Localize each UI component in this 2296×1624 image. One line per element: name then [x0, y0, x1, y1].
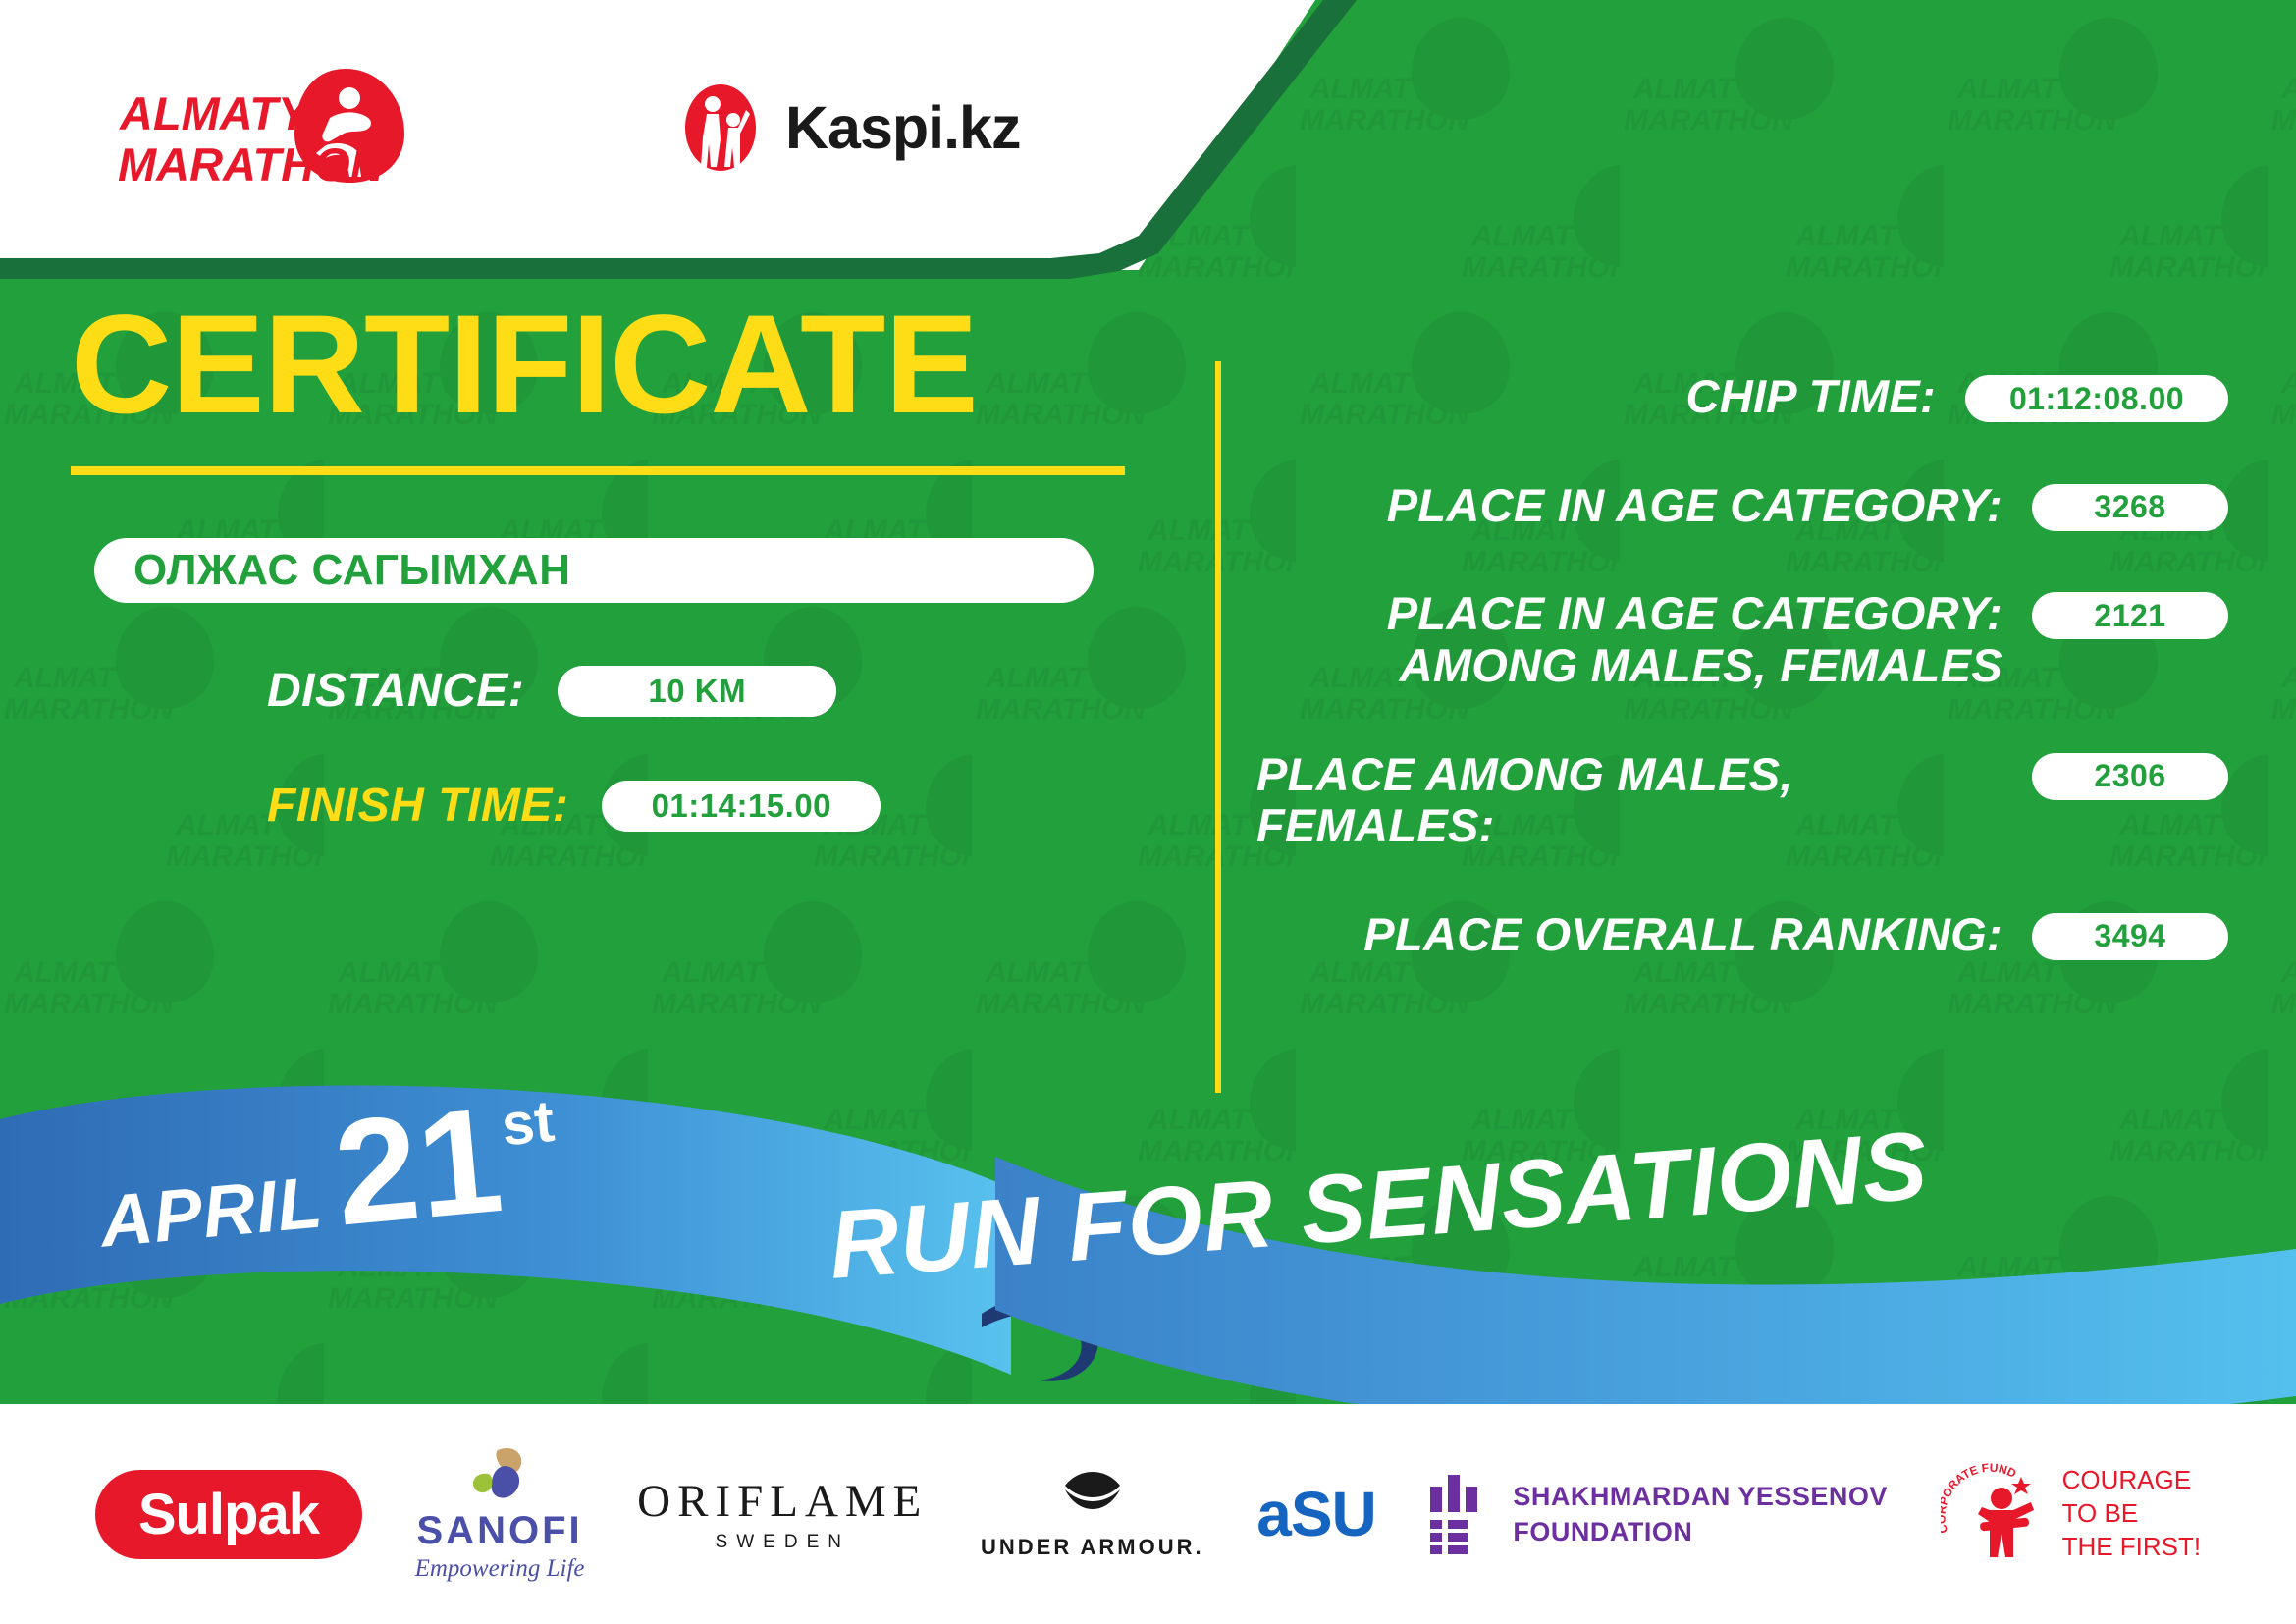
participant-name-text: ОЛЖАС САГЫМХАН [133, 546, 571, 594]
kaspi-logo-text: Kaspi.kz [785, 94, 1021, 161]
sponsor-yessenov-foundation: SHAKHMARDAN YESSENOV FOUNDATION [1428, 1473, 1888, 1555]
sponsor-sulpak: Sulpak [94, 1469, 362, 1559]
results-column: CHIP TIME: 01:12:08.00 PLACE IN AGE CATE… [1256, 370, 2228, 1017]
place-among-value-pill: 2306 [2032, 752, 2228, 800]
finish-time-value-pill: 01:14:15.00 [602, 780, 881, 832]
sponsor-oriflame: ORIFLAME SWEDEN [637, 1475, 928, 1553]
result-row-place-overall-ranking: PLACE OVERALL RANKING: 3494 [1256, 907, 2228, 961]
almaty-marathon-logo: ALMATY MARATHON [118, 69, 404, 189]
sponsor-sanofi: SANOFI Empowering Life [415, 1446, 585, 1583]
place-age-among-label-line2: AMONG MALES, FEMALES [1399, 638, 2002, 691]
kaspi-logo: Kaspi.kz [677, 83, 1021, 172]
place-overall-value-pill: 3494 [2032, 912, 2228, 960]
svg-text:MARATHON: MARATHON [118, 138, 385, 189]
chip-time-value-pill: 01:12:08.00 [1965, 375, 2228, 422]
ribbon-shape [0, 1085, 2296, 1404]
result-row-place-age-category: PLACE IN AGE CATEGORY: 3268 [1256, 478, 2228, 532]
asu-logo-text: aSU [1256, 1479, 1376, 1549]
sponsor-asu: aSU [1256, 1478, 1376, 1550]
result-row-chip-time: CHIP TIME: 01:12:08.00 [1256, 370, 2228, 423]
yessenov-text-line2: FOUNDATION [1513, 1517, 1693, 1546]
courage-text-line3: THE FIRST! [2061, 1531, 2202, 1561]
finish-time-label: FINISH TIME: [267, 780, 569, 832]
finish-time-value-text: 01:14:15.00 [651, 786, 832, 824]
place-among-label-line1: PLACE AMONG MALES, [1256, 747, 1793, 800]
kaspi-people-icon [685, 84, 756, 171]
chip-time-label: CHIP TIME: [1685, 370, 1936, 422]
under-armour-text: UNDER ARMOUR. [981, 1535, 1204, 1559]
left-column: CERTIFICATE ОЛЖАС САГЫМХАН DISTANCE: 10 … [0, 295, 1217, 833]
sponsor-under-armour: UNDER ARMOUR. [981, 1468, 1204, 1560]
place-overall-value-text: 3494 [2094, 918, 2166, 954]
place-overall-label: PLACE OVERALL RANKING: [1363, 907, 2002, 960]
place-age-category-value-text: 3268 [2094, 489, 2166, 525]
sanofi-logo-text: SANOFI [416, 1508, 583, 1552]
distance-value-text: 10 KM [648, 672, 747, 709]
place-among-value-text: 2306 [2094, 758, 2166, 793]
event-day-ordinal: st [499, 1087, 558, 1159]
participant-name-field: ОЛЖАС САГЫМХАН [94, 538, 1094, 603]
event-day: 21 [328, 1076, 509, 1258]
sanofi-tagline: Empowering Life [414, 1554, 585, 1582]
under-armour-icon [1064, 1472, 1120, 1509]
place-age-among-label-line1: PLACE IN AGE CATEGORY: [1386, 587, 2002, 640]
distance-label: DISTANCE: [267, 665, 525, 717]
oriflame-logo-text: ORIFLAME [637, 1476, 929, 1527]
event-ribbon: APRIL 21 st RUN FOR SENSATIONS [0, 1076, 2296, 1404]
place-age-category-value-pill: 3268 [2032, 483, 2228, 531]
header-bar: ALMATY MARATHON Kaspi.kz [0, 0, 1374, 275]
sponsor-bar: Sulpak SANOFI Empowering Life ORIFLAME S… [0, 1404, 2296, 1624]
chip-time-value-text: 01:12:08.00 [2008, 380, 2185, 416]
courage-text-line2: TO BE [2061, 1498, 2139, 1529]
sanofi-mark-icon [473, 1447, 522, 1498]
place-age-among-value-pill: 2121 [2032, 592, 2228, 640]
svg-text:ALMATY: ALMATY [119, 87, 312, 139]
result-row-place-age-category-among: PLACE IN AGE CATEGORY: AMONG MALES, FEMA… [1256, 587, 2228, 691]
sponsor-courage-to-be-the-first: CORPORATE FUND COURAGE TO BE THE FIRST! [1941, 1463, 2202, 1565]
sulpak-logo-text: Sulpak [94, 1469, 362, 1559]
place-age-among-value-text: 2121 [2094, 597, 2166, 633]
oriflame-logo-sub: SWEDEN [715, 1532, 850, 1552]
result-row-place-among-males-females: PLACE AMONG MALES, FEMALES: 2306 [1256, 747, 2228, 852]
place-age-category-label: PLACE IN AGE CATEGORY: [1386, 478, 2002, 531]
distance-value-pill: 10 KM [558, 665, 837, 717]
yessenov-text-line1: SHAKHMARDAN YESSENOV [1513, 1481, 1888, 1511]
column-divider [1215, 361, 1221, 1093]
distance-row: DISTANCE: 10 KM [267, 664, 1217, 718]
courage-text-line1: COURAGE [2061, 1465, 2192, 1495]
yessenov-bars-icon [1430, 1475, 1478, 1554]
certificate-title: CERTIFICATE [71, 287, 979, 443]
courage-fund-icon: CORPORATE FUND [1941, 1463, 2034, 1557]
place-among-label-line2: FEMALES: [1256, 799, 1495, 852]
title-underline-rule [71, 466, 1125, 475]
finish-time-row: FINISH TIME: 01:14:15.00 [267, 779, 1217, 833]
